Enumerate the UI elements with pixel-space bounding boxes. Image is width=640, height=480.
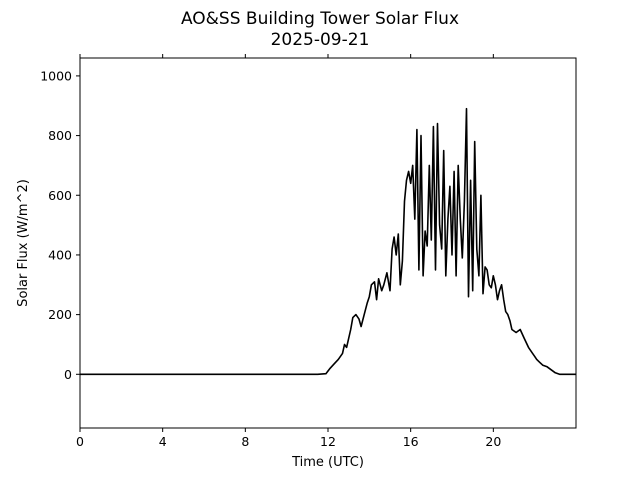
y-tick-label-800: 800 bbox=[48, 128, 72, 143]
y-tick-label-0: 0 bbox=[64, 367, 72, 382]
chart-subtitle: 2025-09-21 bbox=[271, 30, 370, 50]
x-tick-label-0: 0 bbox=[76, 434, 84, 449]
y-tick-label-400: 400 bbox=[48, 247, 72, 262]
x-axis: 0 4 8 12 16 20 bbox=[76, 54, 501, 449]
y-tick-label-600: 600 bbox=[48, 188, 72, 203]
x-axis-label: Time (UTC) bbox=[291, 455, 364, 470]
y-axis: 0 200 400 600 800 1000 bbox=[40, 68, 80, 382]
x-tick-label-12: 12 bbox=[320, 434, 336, 449]
plot-frame bbox=[79, 57, 577, 429]
y-tick-label-1000: 1000 bbox=[40, 68, 72, 83]
x-tick-label-8: 8 bbox=[241, 434, 249, 449]
x-tick-label-16: 16 bbox=[403, 434, 419, 449]
series-layer bbox=[80, 107, 576, 376]
series-line-0 bbox=[80, 107, 576, 376]
x-tick-label-4: 4 bbox=[159, 434, 167, 449]
y-tick-label-200: 200 bbox=[48, 307, 72, 322]
x-tick-label-20: 20 bbox=[485, 434, 501, 449]
chart-title: AO&SS Building Tower Solar Flux bbox=[181, 9, 459, 29]
y-axis-label: Solar Flux (W/m^2) bbox=[16, 179, 31, 307]
